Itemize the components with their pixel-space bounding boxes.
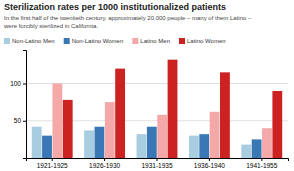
x-tick: 1941-1955 [246,158,277,169]
bar [32,127,42,158]
x-tick: 1936-1940 [194,158,225,169]
bar [272,91,282,158]
bar [95,127,105,158]
y-axis-line [23,51,27,159]
bar [63,100,73,158]
legend: Non-Latino Men Non-Latino Women Latino Men… [4,38,226,44]
x-tick-mark [209,158,210,161]
x-tick-label: 1931-1935 [141,162,172,169]
x-tick-mark [52,158,53,161]
x-tick-mark [261,158,262,161]
bar [157,115,167,158]
legend-label: Non-Latino Men [12,38,55,44]
legend-item: Non-Latino Women [64,38,124,44]
bar [84,130,94,158]
x-tick: 1931-1935 [141,158,172,169]
y-axis: 50 100 [10,51,26,159]
subtitle-line: were forcibly sterilized in California. [3,23,98,29]
plot: 1921-1925 1926-1930 1931-1935 1936-1940 1941… [10,51,288,169]
legend-swatch [64,38,70,44]
y-tick-mark [23,84,26,85]
bar [115,69,125,158]
bar [105,102,115,158]
x-tick-label: 1941-1955 [246,162,277,169]
subtitle-line: In the first half of the twentieth centu… [4,15,252,21]
legend-swatch [179,38,185,44]
legend-swatch [132,38,138,44]
bar-series [63,60,282,158]
legend-label: Latino Men [140,38,170,44]
x-tick-label: 1926-1930 [89,162,120,169]
subtitle: In the first half of the twentieth centu… [3,15,252,29]
x-tick-mark [104,158,105,161]
legend-item: Latino Women [179,38,226,44]
x-tick: 1921-1925 [37,158,68,169]
legend-swatch [4,38,10,44]
y-tick-mark [23,121,26,122]
bar [210,112,220,158]
bar [137,134,147,158]
bar [241,145,251,158]
y-tick: 100 [10,80,26,87]
bar [42,136,52,158]
y-tick: 50 [14,117,26,124]
bar [252,139,262,158]
x-axis: 1921-1925 1926-1930 1931-1935 1936-1940 1941… [27,158,289,169]
bar [189,136,199,158]
x-tick-mark [157,158,158,161]
chart: Sterilization rates per 1000 institution… [0,0,294,171]
x-tick-label: 1921-1925 [37,162,68,169]
y-tick-label: 100 [10,80,21,87]
bars [32,60,282,158]
bar [262,128,272,158]
title: Sterilization rates per 1000 institution… [4,2,226,12]
grid-line [26,83,288,84]
x-tick: 1926-1930 [89,158,120,169]
y-tick-label: 50 [14,117,22,124]
bar [168,60,178,158]
legend-item: Non-Latino Men [4,38,55,44]
bar-series [52,84,271,158]
legend-item: Latino Men [132,38,170,44]
x-tick-label: 1936-1940 [194,162,225,169]
legend-label: Non-Latino Women [72,38,124,44]
bar [199,134,209,158]
legend-label: Latino Women [187,38,226,44]
bar [147,127,157,158]
bar [220,72,230,158]
bar [52,84,62,158]
